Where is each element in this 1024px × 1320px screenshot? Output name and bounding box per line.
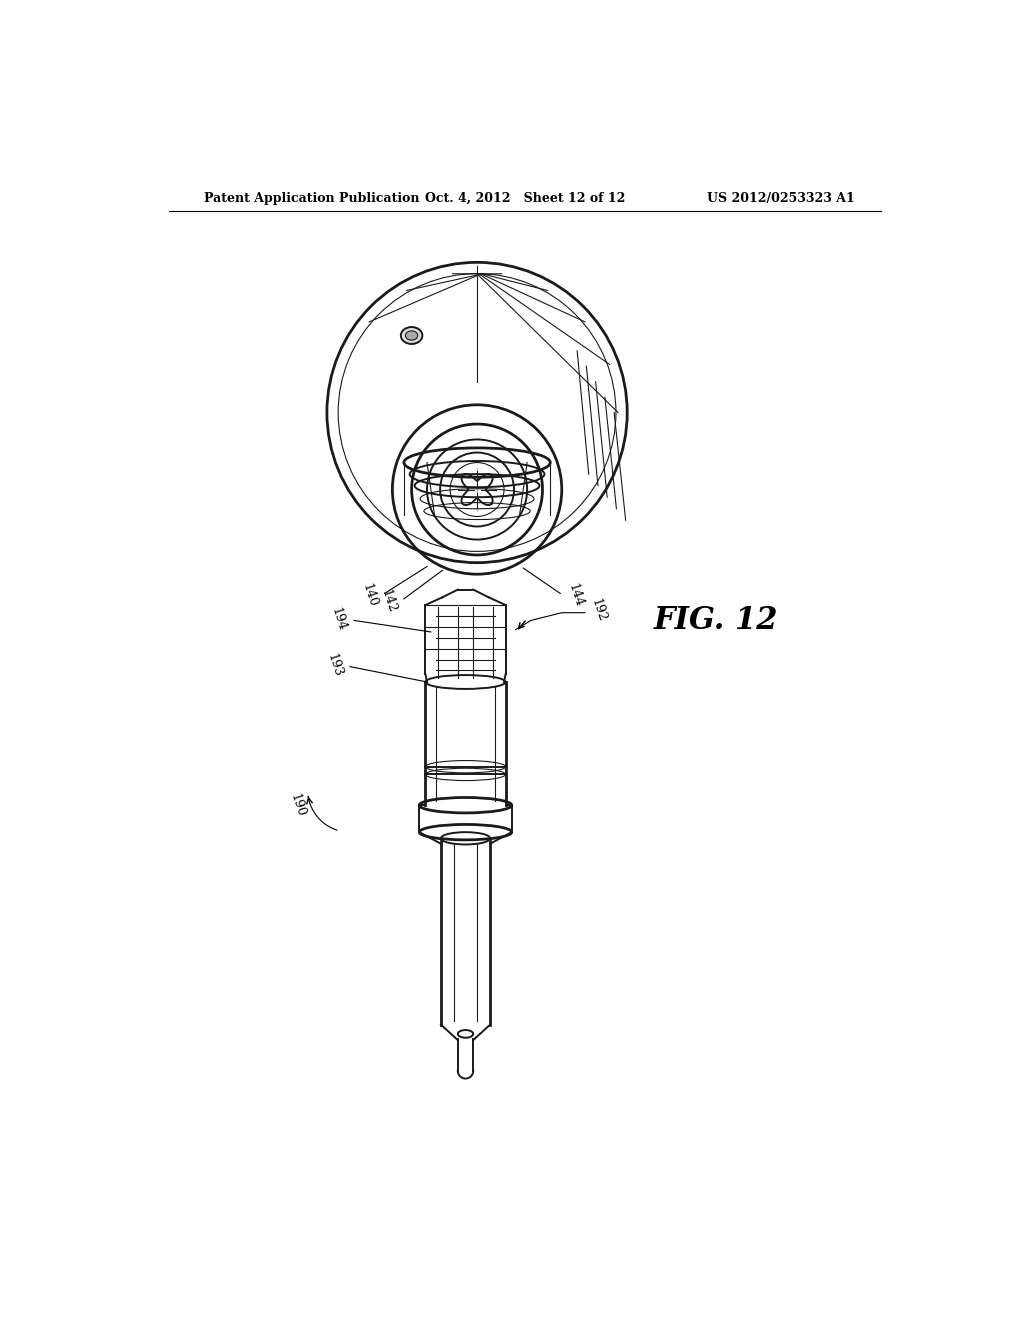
Text: 144: 144	[565, 582, 586, 610]
Ellipse shape	[406, 331, 418, 341]
Text: 190: 190	[288, 792, 307, 818]
Text: FIG. 12: FIG. 12	[654, 605, 778, 636]
Text: Patent Application Publication: Patent Application Publication	[204, 191, 419, 205]
Text: 140: 140	[359, 582, 379, 610]
Text: 194: 194	[329, 606, 348, 632]
Text: 142: 142	[379, 587, 398, 615]
Text: US 2012/0253323 A1: US 2012/0253323 A1	[707, 191, 854, 205]
Text: 193: 193	[325, 652, 345, 678]
Text: Oct. 4, 2012   Sheet 12 of 12: Oct. 4, 2012 Sheet 12 of 12	[425, 191, 625, 205]
Ellipse shape	[400, 327, 422, 345]
Text: 192: 192	[589, 597, 608, 623]
